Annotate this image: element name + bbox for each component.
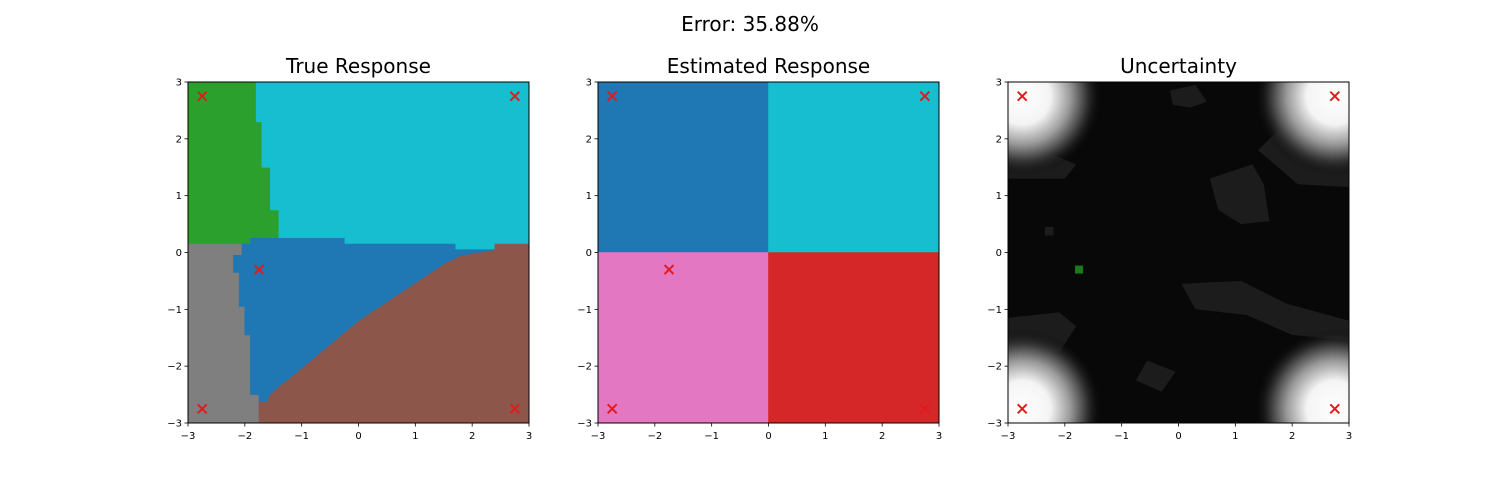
x-tick-label: −1 [704, 431, 719, 442]
x-tick-label: −3 [181, 431, 196, 442]
uncertainty-hotspot [1254, 328, 1349, 423]
x-tick-label: −3 [591, 431, 606, 442]
point-marker [919, 403, 930, 414]
x-tick-label: 0 [765, 431, 771, 442]
region-cyan [768, 82, 939, 253]
y-tick-label: −1 [987, 305, 1002, 316]
marker-stroke [1329, 91, 1340, 102]
x-tick-label: 1 [412, 431, 418, 442]
point-marker [663, 264, 675, 275]
figure-suptitle: Error: 35.88% [681, 12, 819, 36]
x-tick-label: 3 [526, 431, 532, 442]
y-tick-label: 2 [586, 134, 592, 145]
point-marker [197, 91, 208, 102]
panel-title: True Response [285, 54, 431, 78]
y-tick-label: −3 [987, 419, 1002, 430]
query-point-marker [1075, 265, 1084, 274]
point-marker [253, 264, 265, 275]
plot-area [598, 82, 939, 423]
panel-title: Uncertainty [1120, 54, 1237, 78]
marker-stroke [509, 403, 520, 414]
x-tick-label: −2 [1057, 431, 1072, 442]
uncertainty-hotspot [1008, 82, 1103, 177]
point-marker [1017, 403, 1028, 414]
y-tick-label: −2 [577, 362, 592, 373]
y-tick-label: −3 [167, 419, 182, 430]
region-cyan [250, 82, 529, 250]
point-marker [607, 91, 618, 102]
point-marker [509, 91, 520, 102]
marker-stroke [919, 403, 930, 414]
x-tick-label: 3 [1346, 431, 1352, 442]
uncertainty-patch [1135, 360, 1176, 392]
panels: True Response−3 −2 −1 0 1 2 3−3−2−10123Estimat… [167, 54, 1352, 442]
x-tick-label: −3 [1001, 431, 1016, 442]
x-tick-label: −2 [647, 431, 662, 442]
x-tick-label: −1 [294, 431, 309, 442]
uncertainty-patch [1209, 164, 1270, 225]
y-tick-label: 1 [176, 191, 182, 202]
marker-stroke [509, 91, 520, 102]
y-tick-label: 1 [586, 191, 592, 202]
marker-stroke [197, 403, 208, 414]
point-marker [1329, 91, 1340, 102]
region-blue [233, 238, 495, 402]
marker-stroke [919, 91, 930, 102]
y-tick-label: −1 [167, 305, 182, 316]
point-marker [919, 91, 930, 102]
x-tick-label: 2 [1289, 431, 1295, 442]
x-tick-label: 0 [1175, 431, 1181, 442]
uncertainty-hotspot [1254, 82, 1349, 177]
marker-stroke [1017, 403, 1028, 414]
x-tick-label: 3 [936, 431, 942, 442]
y-tick-label: 0 [176, 248, 182, 259]
x-tick-label: 1 [822, 431, 828, 442]
marker-stroke [663, 264, 675, 275]
region-red [768, 252, 939, 423]
uncertainty-patch [1181, 280, 1349, 341]
x-tick-label: 1 [1232, 431, 1238, 442]
y-tick-label: 1 [996, 191, 1002, 202]
y-tick-label: −2 [167, 362, 182, 373]
panel-title: Estimated Response [667, 54, 870, 78]
marker-stroke [607, 91, 618, 102]
x-tick-label: 0 [355, 431, 361, 442]
point-marker [1329, 403, 1340, 414]
point-marker [509, 403, 520, 414]
region-pink [598, 252, 769, 423]
panel-3: Uncertainty −3 −2 −1 0 1 2 3 −3 −2 −1 0 1 2 3 [987, 54, 1352, 442]
marker-stroke [607, 403, 618, 414]
marker-stroke [197, 91, 208, 102]
panel-2: Estimated Response −3 −2 −1 0 1 2 3 −3 −2 −1 0 1 2 3 [577, 54, 942, 442]
x-tick-label: −1 [1114, 431, 1129, 442]
y-tick-label: −1 [577, 305, 592, 316]
y-tick-label: −2 [987, 362, 1002, 373]
y-tick-label: −3 [577, 419, 592, 430]
plot-area [188, 82, 529, 423]
uncertainty-hotspot [1008, 328, 1103, 423]
y-tick-label: 3 [176, 78, 182, 89]
plot-area [1008, 82, 1349, 423]
x-tick-label: 2 [879, 431, 885, 442]
uncertainty-patch [1044, 226, 1054, 236]
uncertainty-patch [1170, 84, 1207, 108]
y-tick-label: 3 [996, 78, 1002, 89]
marker-stroke [253, 264, 265, 275]
y-tick-label: 2 [996, 134, 1002, 145]
marker-stroke [1017, 91, 1028, 102]
y-tick-label: 2 [176, 134, 182, 145]
point-marker [197, 403, 208, 414]
region-blue [598, 82, 769, 253]
y-tick-label: 0 [996, 248, 1002, 259]
y-tick-label: 3 [586, 78, 592, 89]
x-tick-label: 2 [469, 431, 475, 442]
x-tick-label: −2 [237, 431, 252, 442]
marker-stroke [1329, 403, 1340, 414]
point-marker [1017, 91, 1028, 102]
point-marker [607, 403, 618, 414]
panel-1: True Response −3 −2 −1 0 1 2 3 −3 −2 −1 0 1 2 3 [167, 54, 532, 442]
y-tick-label: 0 [586, 248, 592, 259]
